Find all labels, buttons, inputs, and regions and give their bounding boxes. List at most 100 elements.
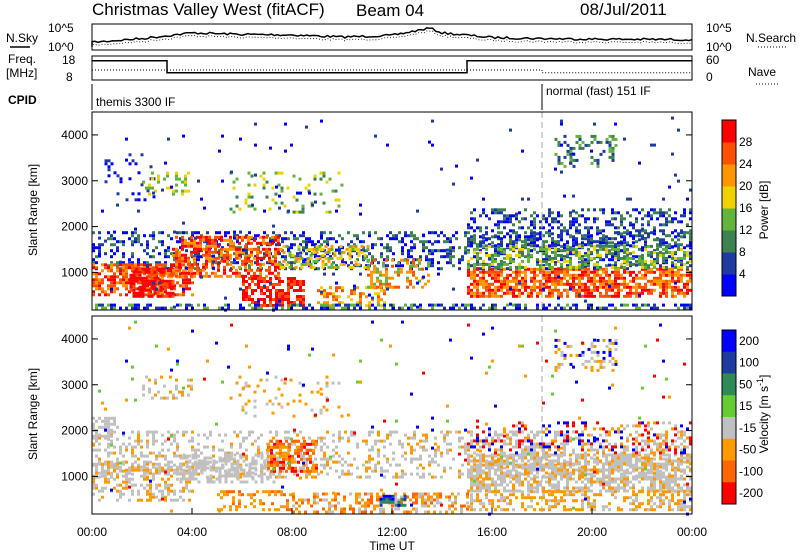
power-cell-2108 <box>551 282 554 286</box>
power-cell-1296 <box>202 238 205 242</box>
power-cell-1842 <box>382 273 385 277</box>
power-cell-2058 <box>530 288 533 292</box>
power-cell-2939 <box>605 235 608 239</box>
power-cell-1232 <box>178 268 181 272</box>
velocity-cell-467 <box>368 475 371 479</box>
power-cell-476 <box>428 252 431 256</box>
power-cell-1344 <box>217 235 220 239</box>
power-cell-2143 <box>566 270 569 274</box>
power-cell-752 <box>611 237 614 241</box>
velocity-cell-1199 <box>194 471 198 475</box>
power-cell-1274 <box>193 259 196 263</box>
power-cell-1080 <box>182 281 185 285</box>
power-cell-54 <box>131 252 134 256</box>
power-cell-3163 <box>146 189 150 193</box>
velocity-cell-1102 <box>158 468 161 472</box>
velocity-cell-1021 <box>116 483 119 487</box>
power-cell-95 <box>164 249 167 253</box>
power-cell-2430 <box>689 276 692 280</box>
power-cell-1808 <box>383 289 386 293</box>
power-cell-2810 <box>524 238 527 242</box>
power-cell-1977 <box>497 270 500 274</box>
power-cell-3548 <box>299 251 302 255</box>
velocity-cell-828 <box>596 448 599 452</box>
power-cell-13 <box>98 246 101 250</box>
power-cell-2912 <box>587 235 590 239</box>
power-cell-2269 <box>614 291 617 295</box>
power-cell-3266 <box>319 192 323 196</box>
power-cell-1963 <box>491 276 494 280</box>
velocity-cell-1218 <box>206 480 210 484</box>
power-cell-916 <box>110 290 113 294</box>
power-cell-2652 <box>638 247 641 251</box>
power-cell-335 <box>326 243 329 247</box>
power-cell-939 <box>122 272 125 276</box>
power-cell-1511 <box>277 271 280 275</box>
power-cell-38 <box>122 231 125 235</box>
velocity-cell-1084 <box>149 486 152 490</box>
power-cell-1474 <box>265 247 268 251</box>
power-cell-3575 <box>416 305 419 309</box>
power-cell-2835 <box>539 232 542 236</box>
power-cell-3606 <box>554 167 557 171</box>
velocity-cell-151 <box>173 451 176 455</box>
power-cell-3162 <box>143 198 147 202</box>
power-colorbar-frame <box>721 119 737 297</box>
power-cell-839 <box>671 231 674 235</box>
power-cell-3305 <box>155 306 158 310</box>
velocity-cell-446 <box>353 457 356 461</box>
power-cell-826 <box>662 258 665 262</box>
velocity-cell-53 <box>119 451 122 455</box>
power-cell-1849 <box>385 279 388 283</box>
power-cell-2833 <box>539 220 542 224</box>
velocity-cell-1203 <box>197 465 201 469</box>
power-cell-2135 <box>560 294 563 298</box>
velocity-cell-1256 <box>230 468 234 472</box>
power-cell-1077 <box>182 263 185 267</box>
power-cell-474 <box>428 240 431 244</box>
power-cell-438 <box>404 243 407 247</box>
velocity-cell-590 <box>449 430 452 434</box>
velocity-cell-638 <box>482 469 485 473</box>
power-cell-2011 <box>512 270 515 274</box>
power-cell-2032 <box>518 288 521 292</box>
velocity-cell-435 <box>347 439 350 443</box>
power-cell-1104 <box>129 279 133 283</box>
velocity-cell-999 <box>104 471 107 475</box>
power-cell-1948 <box>485 282 488 286</box>
power-cell-1166 <box>153 276 157 280</box>
power-cell-1725 <box>348 250 352 254</box>
velocity-cell-275 <box>254 439 257 443</box>
power-cell-3024 <box>662 214 665 218</box>
power-cell-2327 <box>644 267 647 271</box>
power-cell-2007 <box>509 279 512 283</box>
velocity-cell-485 <box>380 439 383 443</box>
power-cell-3589 <box>464 251 467 255</box>
power-cell-2341 <box>650 279 653 283</box>
power-cell-2423 <box>686 279 689 283</box>
power-cell-1553 <box>260 298 263 301</box>
power-cell-365 <box>353 243 356 247</box>
velocity-cell-1098 <box>155 483 158 487</box>
velocity-cell-324 <box>284 451 287 455</box>
power-cell-1372 <box>226 259 229 263</box>
power-cell-1784 <box>356 301 359 305</box>
power-cell-436 <box>404 231 407 235</box>
power-cell-3087 <box>569 155 573 159</box>
power-heatmap <box>92 116 692 312</box>
power-cell-1110 <box>132 276 136 280</box>
power-cell-3463 <box>653 303 656 307</box>
power-cell-1148 <box>147 270 151 274</box>
velocity-cell-67 <box>128 466 131 470</box>
velocity-cell-587 <box>446 442 449 446</box>
power-cell-947 <box>125 272 128 276</box>
velocity-cell-1247 <box>224 480 228 484</box>
power-cell-1286 <box>196 271 199 275</box>
power-cell-1420 <box>244 259 247 263</box>
power-cell-1134 <box>141 276 145 280</box>
velocity-cell-520 <box>404 433 407 437</box>
power-cell-2644 <box>629 262 632 266</box>
power-cell-2056 <box>530 279 533 283</box>
velocity-cell-325 <box>284 463 287 467</box>
power-cell-2127 <box>557 291 560 295</box>
